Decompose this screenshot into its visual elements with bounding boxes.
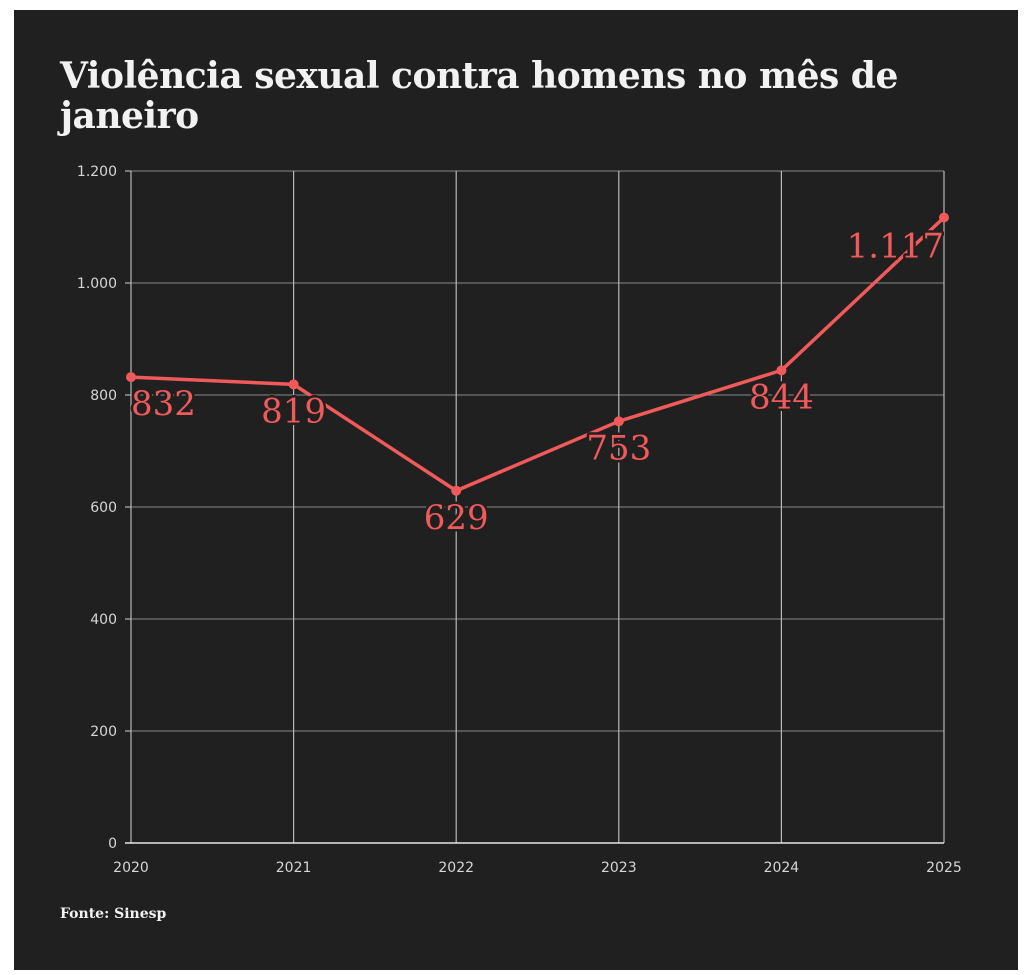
data-label: 1.117 xyxy=(847,226,944,266)
series xyxy=(126,212,949,496)
x-tick-label: 2023 xyxy=(601,860,637,876)
chart-title: Violência sexual contra homens no mês de… xyxy=(60,55,898,137)
data-label: 844 xyxy=(749,377,814,417)
y-tick-label: 1.000 xyxy=(77,276,117,292)
source-note: Fonte: Sinesp xyxy=(60,906,167,922)
data-label: 819 xyxy=(261,391,326,431)
y-tick-label: 600 xyxy=(90,500,117,516)
data-label: 753 xyxy=(586,428,651,468)
data-point xyxy=(939,212,949,223)
data-label: 832 xyxy=(131,384,196,424)
data-point xyxy=(776,365,787,376)
x-tick-label: 2021 xyxy=(276,860,312,876)
chart-card: Violência sexual contra homens no mês de… xyxy=(14,10,1018,970)
grid xyxy=(130,170,945,843)
x-tick-label: 2025 xyxy=(926,860,962,876)
y-tick-label: 400 xyxy=(90,612,117,628)
y-tick-label: 800 xyxy=(90,388,117,404)
series-line xyxy=(129,215,946,493)
line-chart: 0 200 400 600 800 1.000 1.200 2020 2021 2022 2023 2… xyxy=(77,164,962,876)
y-tick-label: 1.200 xyxy=(77,164,117,180)
data-label: 629 xyxy=(424,498,489,538)
data-point xyxy=(288,379,299,390)
data-point xyxy=(451,485,462,496)
y-tick-label: 200 xyxy=(90,724,117,740)
data-labels: 832 819 629 753 844 1.117 xyxy=(129,224,947,540)
data-point xyxy=(126,372,136,383)
x-tick-label: 2024 xyxy=(764,860,800,876)
y-tick-label: 0 xyxy=(108,836,117,852)
x-tick-label: 2020 xyxy=(113,860,149,876)
x-tick-label: 2022 xyxy=(438,860,474,876)
data-point xyxy=(613,416,624,427)
axes: 0 200 400 600 800 1.000 1.200 2020 2021 2022 2023 2… xyxy=(77,164,962,876)
